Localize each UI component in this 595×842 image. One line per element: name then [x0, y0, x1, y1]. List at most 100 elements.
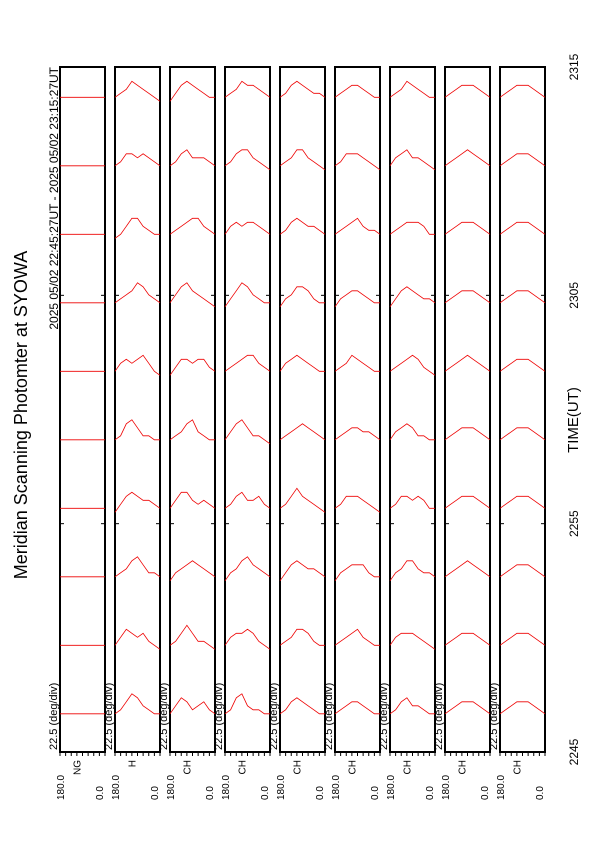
scan-trace	[114, 491, 161, 513]
scan-trace	[224, 282, 270, 308]
scan-trace	[499, 290, 546, 304]
bottom-angle-label: 0.0	[535, 786, 546, 800]
panel-frame	[169, 66, 216, 753]
bottom-angle-label: 0.0	[425, 786, 436, 800]
channel-label: CH	[348, 760, 359, 774]
channel-label: NG	[73, 760, 84, 775]
scan-trace	[114, 217, 160, 239]
scan-trace	[279, 217, 326, 235]
scan-trace	[334, 564, 380, 582]
panel-frame	[499, 66, 546, 753]
panel-frame	[389, 66, 436, 753]
scan-trace	[334, 153, 381, 171]
time-tick-label: 2255	[567, 510, 581, 537]
title: Meridian Scanning Photomter at SYOWA	[11, 251, 31, 579]
scan-trace	[224, 221, 271, 235]
scan-trace	[499, 153, 546, 167]
scan-trace	[114, 693, 160, 715]
period: 2025 05/02 22:45:27UT - 2025 05/02 23:15…	[47, 66, 61, 329]
scan-trace	[499, 495, 546, 509]
channel-label: CH	[513, 760, 524, 774]
scan-trace	[279, 697, 325, 715]
scale-label: 22.5 (deg/div)	[378, 683, 390, 750]
scan-trace	[279, 354, 325, 372]
top-angle-label: 180.0	[441, 775, 452, 800]
scan-trace	[444, 149, 491, 167]
scan-trace	[114, 419, 160, 441]
scan-trace	[389, 286, 436, 308]
top-angle-label: 180.0	[276, 775, 287, 800]
scan-trace	[224, 149, 271, 171]
scan-trace	[224, 354, 271, 372]
scan-trace	[334, 84, 380, 98]
scale-label: 22.5 (deg/div)	[268, 683, 280, 750]
panel-frame	[444, 66, 491, 753]
scan-trace	[114, 282, 161, 304]
x-axis-label: TIME(UT)	[565, 387, 582, 453]
scan-trace	[169, 491, 216, 509]
top-angle-label: 180.0	[496, 775, 507, 800]
scan-trace	[169, 697, 216, 715]
scan-trace	[169, 419, 215, 441]
scan-trace	[389, 560, 436, 582]
scan-trace	[224, 628, 271, 650]
scan-trace	[114, 556, 161, 578]
scan-trace	[224, 80, 271, 98]
scan-trace	[279, 149, 326, 171]
scan-trace	[279, 286, 325, 308]
top-angle-label: 180.0	[111, 775, 122, 800]
scan-trace	[169, 80, 215, 102]
channel-label: CH	[183, 760, 194, 774]
scale-label: 22.5 (deg/div)	[103, 683, 115, 750]
scan-trace	[169, 624, 216, 650]
bottom-angle-label: 0.0	[315, 786, 326, 800]
scan-trace	[389, 80, 435, 98]
scan-trace	[389, 423, 435, 441]
bottom-angle-label: 0.0	[150, 786, 161, 800]
scan-trace	[499, 427, 546, 441]
bottom-angle-label: 0.0	[370, 786, 381, 800]
scan-trace	[169, 560, 216, 582]
scan-trace	[169, 217, 216, 235]
scan-trace	[334, 427, 381, 441]
scan-trace	[279, 80, 326, 98]
channel-label: CH	[293, 760, 304, 774]
scan-trace	[114, 628, 161, 650]
scan-trace	[499, 632, 546, 646]
scan-trace	[279, 487, 326, 513]
scan-trace	[114, 354, 161, 376]
scale-label: 22.5 (deg/div)	[213, 683, 225, 750]
scan-trace	[389, 697, 435, 715]
scan-trace	[444, 84, 491, 98]
scale-label: 22.5 (deg/div)	[48, 683, 60, 750]
scan-trace	[389, 632, 436, 650]
scan-trace	[389, 354, 436, 376]
channel-label: CH	[238, 760, 249, 774]
scale-label: 22.5 (deg/div)	[158, 683, 170, 750]
scan-trace	[224, 419, 271, 445]
top-angle-label: 180.0	[56, 775, 67, 800]
scan-trace	[499, 701, 546, 715]
scan-trace	[389, 149, 436, 171]
panel-frame	[224, 66, 271, 753]
bottom-angle-label: 0.0	[260, 786, 271, 800]
channel-label: CH	[458, 760, 469, 774]
scan-trace	[334, 217, 381, 235]
time-tick-label: 2245	[567, 738, 581, 765]
panel-frame	[59, 66, 106, 753]
scan-trace	[499, 84, 546, 98]
top-angle-label: 180.0	[386, 775, 397, 800]
scan-trace	[334, 701, 380, 715]
bottom-angle-label: 0.0	[480, 786, 491, 800]
top-angle-label: 180.0	[221, 775, 232, 800]
time-tick-label: 2315	[567, 53, 581, 80]
time-tick-label: 2305	[567, 282, 581, 309]
scan-trace	[499, 358, 546, 372]
scan-trace	[334, 628, 380, 646]
scan-trace	[334, 354, 380, 372]
scan-trace	[334, 495, 381, 513]
scan-trace	[444, 427, 491, 441]
scan-trace	[224, 491, 271, 509]
